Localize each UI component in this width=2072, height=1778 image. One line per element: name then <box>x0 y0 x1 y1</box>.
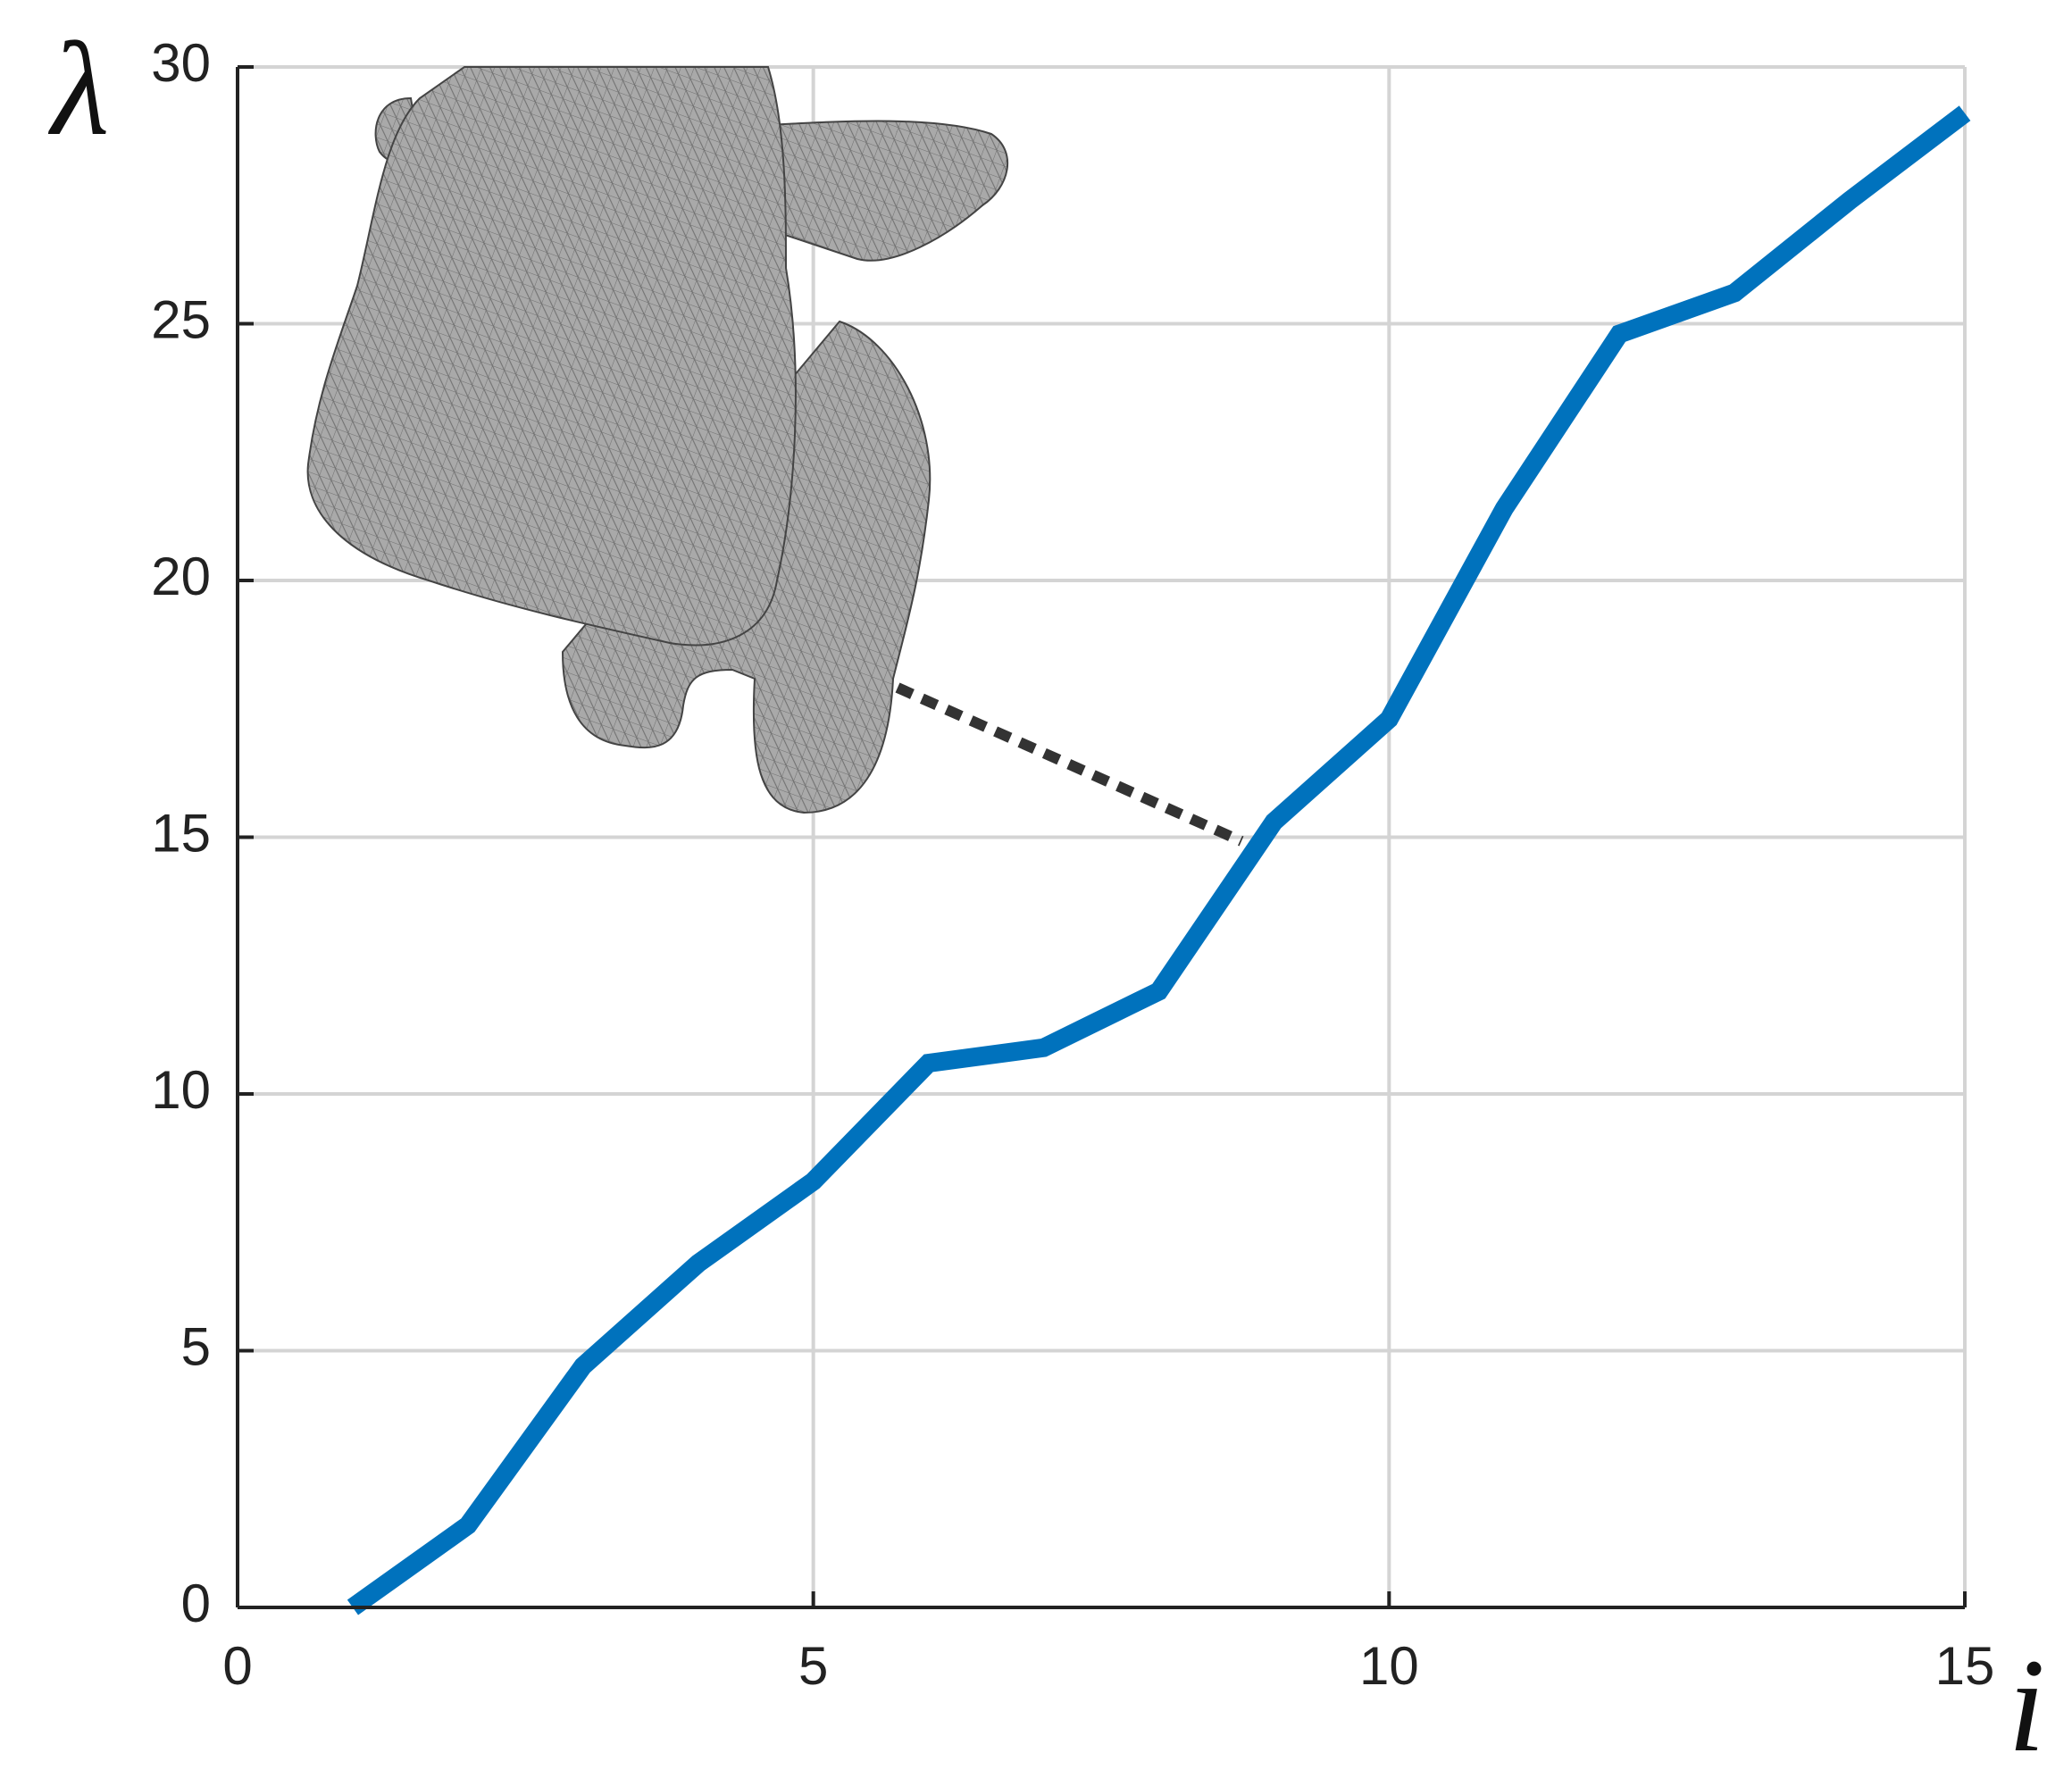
y-tick-label: 10 <box>151 1060 211 1120</box>
x-tick-label: 10 <box>1359 1636 1419 1696</box>
cow-mesh-illustration <box>308 67 1241 841</box>
chart: i λ 0 5 10 15 20 25 30 0 5 10 15 <box>0 0 2072 1778</box>
annotation-leader <box>898 688 1241 841</box>
y-axis-label: λ <box>48 15 110 163</box>
y-tick-label: 25 <box>151 289 211 349</box>
y-tick-label: 30 <box>151 33 211 93</box>
y-tick-label: 0 <box>181 1573 211 1633</box>
y-tick-label: 15 <box>151 803 211 863</box>
cow-ear <box>768 121 1007 261</box>
x-axis-label: i <box>2008 1632 2045 1778</box>
y-tick-label: 20 <box>151 547 211 606</box>
x-tick-label: 5 <box>798 1636 828 1696</box>
x-tick-label: 15 <box>1935 1636 1995 1696</box>
y-tick-label: 5 <box>181 1316 211 1376</box>
x-tick-label: 0 <box>222 1636 252 1696</box>
